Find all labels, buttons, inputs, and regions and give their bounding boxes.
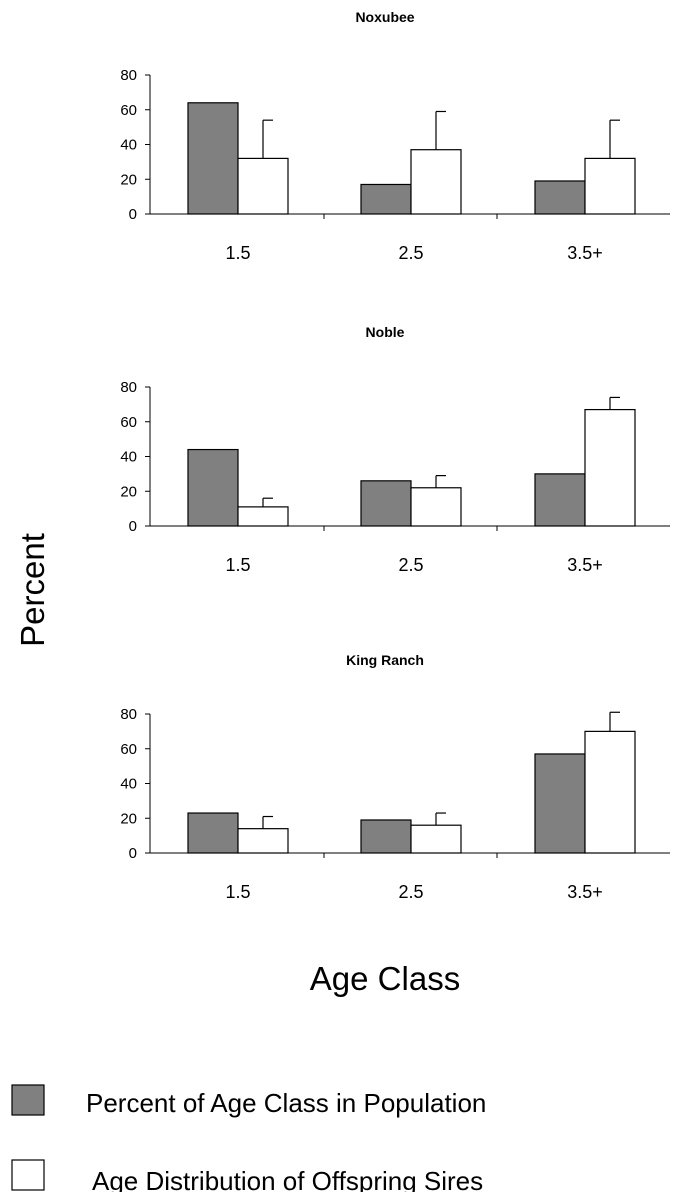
y-tick-label: 60 (120, 102, 137, 119)
bar-offspring-sires (237, 828, 289, 854)
x-tick-label: 2.5 (398, 243, 423, 263)
y-tick-label: 20 (120, 483, 137, 500)
y-tick-label: 20 (120, 171, 137, 188)
bar-population (534, 180, 586, 215)
bar-offspring-sires (410, 487, 462, 527)
panel-noxubee: Noxubee 0 20 40 60 80 1.5 2.5 3.5+ (120, 9, 670, 263)
x-axis-title: Age Class (310, 960, 460, 997)
x-tick-label: 1.5 (225, 555, 250, 575)
bar-population (187, 448, 239, 527)
y-tick-label: 0 (129, 518, 137, 535)
x-tick-label: 3.5+ (567, 882, 603, 902)
bar-population (534, 753, 586, 854)
bar-offspring-sires (584, 157, 636, 215)
x-tick-label: 2.5 (398, 555, 423, 575)
legend: Percent of Age Class in Population Age Di… (11, 1084, 486, 1192)
legend-swatch (11, 1084, 45, 1116)
legend-swatch (11, 1159, 45, 1191)
chart-panels: Noxubee 0 20 40 60 80 1.5 2.5 3.5+ Noble 0 20 40 60 80… (120, 9, 670, 902)
y-tick-label: 40 (120, 449, 137, 466)
y-tick-label: 0 (129, 206, 137, 223)
bar-offspring-sires (410, 149, 462, 215)
bar-offspring-sires (237, 157, 289, 215)
bar-offspring-sires (584, 730, 636, 854)
panel-king-ranch: King Ranch 0 20 40 60 80 1.5 2.5 3.5+ (120, 652, 670, 902)
y-tick-label: 0 (129, 845, 137, 862)
bar-population (534, 473, 586, 527)
x-tick-label: 3.5+ (567, 555, 603, 575)
y-axis-title: Percent (14, 533, 51, 647)
bar-offspring-sires (410, 824, 462, 854)
y-tick-label: 60 (120, 741, 137, 758)
panel-title: Noxubee (355, 9, 414, 25)
y-tick-label: 40 (120, 776, 137, 793)
panel-noble: Noble 0 20 40 60 80 1.5 2.5 3.5+ (120, 324, 670, 575)
bar-offspring-sires (237, 506, 289, 527)
y-tick-label: 80 (120, 67, 137, 84)
y-tick-label: 80 (120, 379, 137, 396)
x-tick-label: 1.5 (225, 882, 250, 902)
bar-offspring-sires (584, 408, 636, 527)
bar-population (187, 102, 239, 215)
panel-title: King Ranch (346, 652, 424, 668)
y-tick-label: 40 (120, 137, 137, 154)
bar-population (187, 812, 239, 854)
panel-title: Noble (366, 324, 405, 340)
y-tick-label: 80 (120, 706, 137, 723)
bar-population (360, 819, 412, 854)
bar-population (360, 480, 412, 527)
y-tick-label: 60 (120, 414, 137, 431)
x-tick-label: 3.5+ (567, 243, 603, 263)
y-tick-label: 20 (120, 810, 137, 827)
x-tick-label: 1.5 (225, 243, 250, 263)
x-tick-label: 2.5 (398, 882, 423, 902)
bar-population (360, 183, 412, 215)
legend-label: Percent of Age Class in Population (86, 1088, 486, 1118)
legend-label: Age Distribution of Offspring Sires (92, 1166, 483, 1192)
